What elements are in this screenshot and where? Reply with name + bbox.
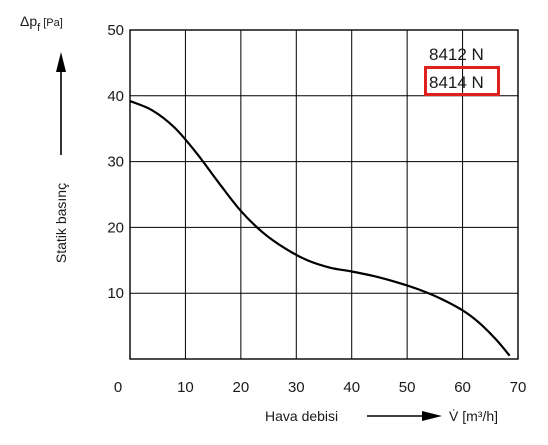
y-tick-label: 40	[107, 88, 124, 105]
x-axis-arrow-head	[422, 411, 442, 421]
y-tick-label: 20	[107, 219, 124, 236]
y-tick-label: 10	[107, 285, 124, 302]
x-tick-label: 70	[510, 379, 527, 396]
y-axis-label-group: Statik basınç	[53, 183, 69, 263]
y-axis-symbol: Δpf [Pa]	[20, 13, 63, 34]
y-axis-arrow-head	[56, 52, 66, 72]
x-tick-label: 50	[399, 379, 416, 396]
legend-entry-8412n: 8412 N	[429, 45, 484, 64]
legend-highlight-box	[424, 66, 500, 96]
x-tick-label: 20	[233, 379, 250, 396]
y-tick-labels: 10 20 30 40 50	[107, 22, 124, 302]
x-tick-label: 60	[454, 379, 471, 396]
x-axis-unit: V̇ [m³/h]	[449, 408, 498, 424]
x-tick-label: 10	[177, 379, 194, 396]
x-axis-label: Hava debisi	[265, 408, 338, 424]
x-tick-labels: 0 10 20 30 40 50 60 70	[114, 379, 527, 396]
x-tick-label: 0	[114, 379, 122, 396]
series-line-8414n	[129, 100, 511, 357]
x-tick-label: 40	[343, 379, 360, 396]
x-tick-label: 30	[288, 379, 305, 396]
y-axis-label: Statik basınç	[53, 183, 69, 263]
y-tick-label: 30	[107, 154, 124, 171]
plot-frame	[129, 29, 519, 360]
y-tick-label: 50	[107, 22, 124, 39]
legend-entry-8414n: 8414 N	[429, 73, 484, 92]
